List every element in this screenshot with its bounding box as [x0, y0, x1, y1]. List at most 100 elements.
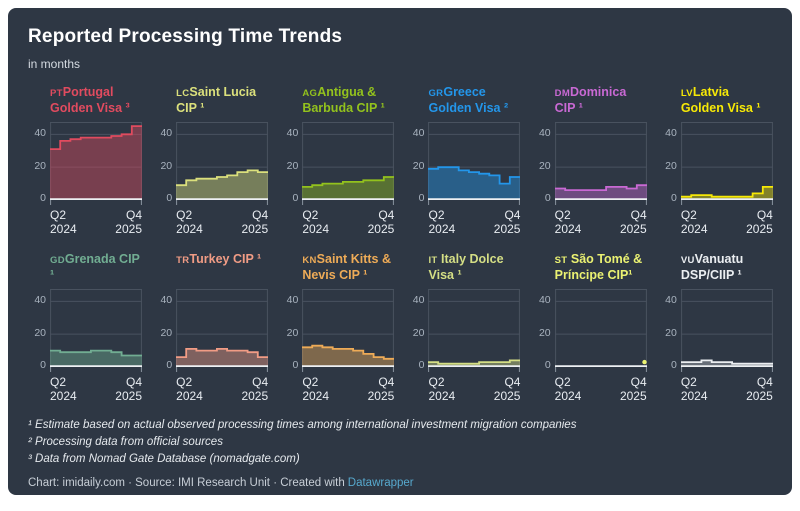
step-area-chart: [176, 122, 269, 206]
x-tick-start-year: 2024: [176, 389, 203, 404]
x-tick-end-year: 2025: [493, 222, 521, 237]
footnote-1: ¹ Estimate based on actual observed proc…: [28, 418, 577, 431]
program-name: Turkey CIP ¹: [189, 251, 262, 266]
page-title: Reported Processing Time Trends: [28, 26, 343, 47]
chart-title: AGAntigua & Barbuda CIP ¹: [278, 84, 394, 119]
y-axis-labels: 40 20 0: [404, 122, 428, 206]
y-tick-20: 20: [665, 160, 677, 172]
chart-title: GDGrenada CIP ¹: [26, 251, 142, 286]
y-tick-0: 0: [166, 358, 173, 371]
program-name: Dominica CIP ¹: [554, 85, 627, 116]
chart-body: 40 20 0: [531, 288, 647, 373]
chart-body: 40 20 0: [26, 288, 142, 373]
x-axis-labels: Q2 2024 Q4 2025: [428, 375, 520, 404]
step-area-chart: [50, 288, 142, 373]
x-axis-labels: Q2 2024 Q4 2025: [302, 375, 394, 404]
x-tick-end-quarter: Q4: [504, 374, 521, 389]
y-tick-40: 40: [412, 293, 425, 306]
y-tick-0: 0: [544, 358, 551, 371]
program-name: Portugal Golden Visa ³: [50, 85, 130, 116]
x-tick-start: Q2 2024: [681, 208, 708, 237]
x-tick-start: Q2 2024: [176, 208, 203, 237]
mini-chart-cell: GRGreece Golden Visa ² 40 20 0 Q2 2024 Q4…: [404, 84, 521, 237]
x-tick-start-year: 2024: [554, 389, 582, 404]
country-code: TR: [176, 254, 190, 266]
x-tick-end-quarter: Q4: [630, 374, 647, 389]
attribution-text: Chart: imidaily.com · Source: IMI Resear…: [28, 477, 345, 490]
y-tick-0: 0: [418, 358, 425, 371]
x-tick-end: Q4 2025: [494, 208, 521, 237]
x-tick-end-quarter: Q4: [756, 208, 773, 222]
chart-title: LVLatvia Golden Visa ¹: [657, 84, 773, 119]
x-tick-end: Q4 2025: [241, 208, 268, 237]
chart-body: 40 20 0: [404, 288, 521, 373]
x-tick-start-quarter: Q2: [50, 374, 67, 389]
program-name: Grenada CIP ¹: [50, 251, 140, 283]
x-axis-labels: Q2 2024 Q4 2025: [50, 208, 142, 237]
x-tick-start-quarter: Q2: [50, 208, 67, 222]
y-tick-40: 40: [34, 127, 46, 139]
y-tick-20: 20: [412, 326, 425, 339]
y-axis-labels: 40 20 0: [26, 289, 50, 373]
x-tick-start-year: 2024: [302, 389, 330, 404]
x-tick-end-quarter: Q4: [504, 208, 521, 222]
step-area-chart: [428, 288, 521, 373]
x-tick-end: Q4 2025: [746, 208, 773, 237]
program-name: Vanuatu DSP/CIIP ¹: [680, 251, 744, 283]
x-tick-end-quarter: Q4: [630, 208, 647, 222]
x-tick-end-quarter: Q4: [125, 208, 142, 222]
x-tick-end-year: 2025: [619, 389, 647, 404]
x-tick-start: Q2 2024: [428, 208, 455, 237]
y-tick-40: 40: [160, 293, 173, 306]
mini-chart-cell: TRTurkey CIP ¹ 40 20 0 Q2 2024 Q4 2025: [152, 251, 269, 404]
mini-chart-cell: PTPortugal Golden Visa ³ 40 20 0 Q2 2024 …: [26, 84, 142, 237]
program-name: Italy Dolce Visa ¹: [428, 251, 504, 283]
country-code: IT: [428, 254, 438, 266]
y-tick-40: 40: [665, 293, 677, 306]
chart-body: 40 20 0: [152, 122, 269, 206]
x-tick-end-year: 2025: [746, 222, 773, 237]
program-name: Greece Golden Visa ²: [428, 85, 509, 116]
chart-body: 40 20 0: [531, 122, 647, 206]
x-tick-start: Q2 2024: [555, 208, 582, 237]
x-tick-start-quarter: Q2: [680, 374, 697, 389]
y-tick-20: 20: [538, 326, 551, 339]
step-area-chart: [50, 122, 142, 206]
x-tick-start: Q2 2024: [302, 208, 329, 237]
mini-chart-cell: LVLatvia Golden Visa ¹ 40 20 0 Q2 2024 Q4…: [657, 84, 773, 237]
datawrapper-link[interactable]: Datawrapper: [347, 477, 414, 490]
footnote-2: ² Processing data from official sources: [28, 435, 223, 448]
mini-chart-cell: GDGrenada CIP ¹ 40 20 0 Q2 2024 Q4 2025: [26, 251, 142, 404]
y-axis-labels: 40 20 0: [152, 289, 176, 373]
y-axis-labels: 40 20 0: [531, 122, 555, 206]
y-axis-labels: 40 20 0: [404, 289, 428, 373]
x-axis-labels: Q2 2024 Q4 2025: [176, 375, 268, 404]
x-tick-end-quarter: Q4: [378, 374, 395, 389]
x-tick-end-quarter: Q4: [125, 374, 142, 389]
attribution-line: Chart: imidaily.com · Source: IMI Resear…: [28, 477, 774, 489]
x-tick-start-year: 2024: [302, 222, 330, 237]
program-name: São Tomé & Príncipe CIP¹: [554, 251, 643, 283]
footnote-3: ³ Data from Nomad Gate Database (nomadga…: [28, 453, 300, 466]
x-tick-start-quarter: Q2: [302, 374, 319, 389]
x-tick-end: Q4 2025: [368, 375, 395, 404]
x-tick-end-year: 2025: [746, 389, 773, 404]
y-tick-20: 20: [538, 160, 551, 172]
mini-chart-cell: LCSaint Lucia CIP ¹ 40 20 0 Q2 2024 Q4 202…: [152, 84, 269, 237]
y-tick-0: 0: [40, 192, 46, 204]
y-axis-labels: 40 20 0: [278, 289, 302, 373]
country-code: AG: [302, 88, 318, 99]
mini-chart-cell: AGAntigua & Barbuda CIP ¹ 40 20 0 Q2 2024…: [278, 84, 395, 237]
x-tick-end-year: 2025: [619, 222, 647, 237]
x-tick-start-year: 2024: [680, 389, 708, 404]
program-name: Antigua & Barbuda CIP ¹: [302, 85, 385, 116]
x-tick-start-quarter: Q2: [176, 208, 193, 222]
y-tick-40: 40: [34, 293, 46, 306]
program-name: Latvia Golden Visa ¹: [680, 85, 761, 116]
y-tick-20: 20: [412, 160, 425, 172]
x-tick-end-year: 2025: [115, 389, 142, 404]
y-tick-0: 0: [292, 192, 299, 204]
chart-title: IT Italy Dolce Visa ¹: [404, 251, 520, 286]
x-tick-start: Q2 2024: [50, 208, 77, 237]
y-tick-20: 20: [34, 326, 46, 339]
